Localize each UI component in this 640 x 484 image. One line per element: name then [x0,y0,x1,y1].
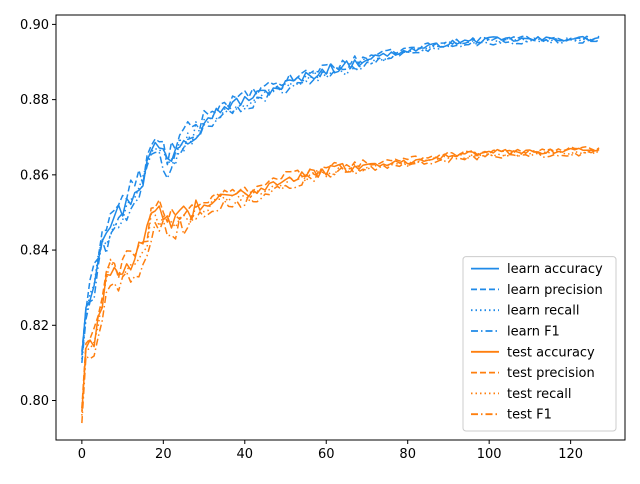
x-tick-label: 100 [477,447,502,462]
plot-frame [55,14,626,441]
legend-label: test precision [507,366,595,381]
series-line-test-recall [81,149,600,416]
x-tick-label: 20 [155,447,172,462]
x-axis: 0 20 40 60 80 100 120 [78,440,583,462]
series-line-learn-precision [81,35,600,352]
y-tick-label: 0.84 [20,244,49,259]
legend-box [462,256,617,432]
y-tick-label: 0.82 [20,319,49,334]
legend-label: learn F1 [507,325,560,340]
series-line-test-precision [81,145,600,409]
legend-label: learn recall [507,304,579,319]
series-line-test-f1 [81,149,600,424]
x-tick-label: 40 [237,447,254,462]
series-line-learn-f1 [81,37,600,363]
y-tick-label: 0.80 [20,394,49,409]
legend-label: test accuracy [507,345,595,360]
legend: learn accuracy learn precision learn recal… [462,256,617,432]
y-axis: 0.80 0.82 0.84 0.86 0.88 0.90 [20,18,56,409]
x-tick-label: 80 [399,447,416,462]
legend-label: learn precision [507,283,603,298]
x-tick-label: 60 [318,447,335,462]
x-tick-label: 0 [78,447,86,462]
y-tick-label: 0.88 [20,93,49,108]
legend-label: test F1 [507,408,552,423]
y-tick-label: 0.86 [20,168,49,183]
x-tick-label: 120 [558,447,583,462]
legend-label: learn accuracy [507,262,603,277]
y-tick-label: 0.90 [20,18,49,33]
series-lines [81,35,600,424]
legend-label: test recall [507,387,572,402]
